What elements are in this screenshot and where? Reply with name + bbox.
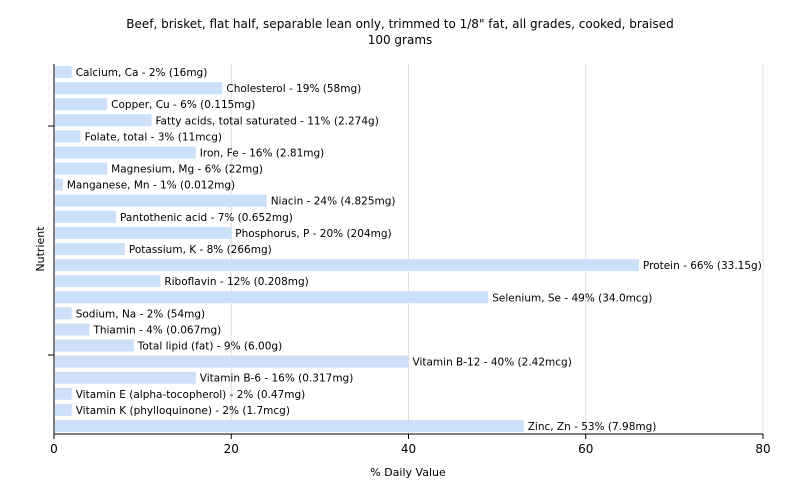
bar (55, 114, 152, 127)
x-tick-label: 0 (50, 442, 58, 456)
bar-label: Riboflavin - 12% (0.208mg) (164, 276, 308, 288)
bar (55, 339, 134, 352)
bar-label: Phosphorus, P - 20% (204mg) (235, 228, 391, 240)
y-axis-title: Nutrient (34, 226, 47, 272)
bar (55, 371, 196, 384)
bar-label: Pantothenic acid - 7% (0.652mg) (120, 212, 293, 224)
bar (55, 194, 267, 207)
bar (55, 307, 72, 320)
bar (55, 82, 223, 95)
bar-label: Copper, Cu - 6% (0.115mg) (111, 99, 255, 111)
bar-label: Vitamin E (alpha-tocopherol) - 2% (0.47m… (76, 389, 306, 401)
bar (55, 146, 196, 159)
bar-labels: Calcium, Ca - 2% (16mg) Cholesterol - 19%… (67, 67, 762, 433)
bar (55, 66, 72, 79)
bar-label: Vitamin B-6 - 16% (0.317mg) (200, 373, 354, 385)
bar (55, 403, 72, 416)
bar-label: Fatty acids, total saturated - 11% (2.27… (155, 115, 378, 127)
bar-label: Niacin - 24% (4.825mg) (271, 196, 396, 208)
bar-label: Iron, Fe - 16% (2.81mg) (200, 147, 324, 159)
x-tick-label: 40 (401, 442, 416, 456)
bar-label: Folate, total - 3% (11mcg) (85, 131, 222, 143)
bar-label: Potassium, K - 8% (266mg) (129, 244, 272, 256)
bar-label: Calcium, Ca - 2% (16mg) (76, 67, 208, 79)
bar-label: Zinc, Zn - 53% (7.98mg) (528, 421, 657, 433)
bar (55, 162, 108, 175)
bar-label: Cholesterol - 19% (58mg) (226, 83, 361, 95)
gridlines (230, 64, 764, 434)
bar-label: Thiamin - 4% (0.067mg) (92, 324, 221, 336)
bar (55, 243, 125, 255)
bar (55, 178, 63, 191)
bar (55, 210, 117, 223)
bar (55, 387, 72, 400)
bar-label: Manganese, Mn - 1% (0.012mg) (67, 180, 235, 192)
bar (55, 130, 81, 143)
bar (55, 275, 161, 288)
x-axis-title: % Daily Value (370, 466, 446, 479)
bar-label: Vitamin B-12 - 40% (2.42mcg) (413, 357, 572, 369)
bar (55, 226, 232, 239)
bars (55, 66, 639, 432)
bar-label: Protein - 66% (33.15g) (643, 260, 762, 272)
x-axis-ticks: 0 20 40 60 80 (50, 434, 771, 456)
chart-title: Beef, brisket, flat half, separable lean… (126, 17, 674, 31)
bar-label: Vitamin K (phylloquinone) - 2% (1.7mcg) (76, 405, 290, 417)
bar (55, 355, 409, 368)
bar-label: Sodium, Na - 2% (54mg) (76, 308, 205, 320)
bar-label: Selenium, Se - 49% (34.0mcg) (492, 292, 652, 304)
chart-title-block: Beef, brisket, flat half, separable lean… (0, 16, 800, 48)
x-tick-label: 20 (224, 442, 239, 456)
bar (55, 291, 489, 304)
bar (55, 419, 524, 432)
chart-subtitle: 100 grams (367, 33, 433, 47)
x-tick-label: 60 (578, 442, 593, 456)
bar-label: Magnesium, Mg - 6% (22mg) (111, 164, 263, 176)
x-tick-label: 80 (755, 442, 770, 456)
bar (55, 98, 108, 111)
bar (55, 323, 90, 336)
bar-label: Total lipid (fat) - 9% (6.00g) (137, 341, 282, 353)
bar (55, 259, 639, 272)
